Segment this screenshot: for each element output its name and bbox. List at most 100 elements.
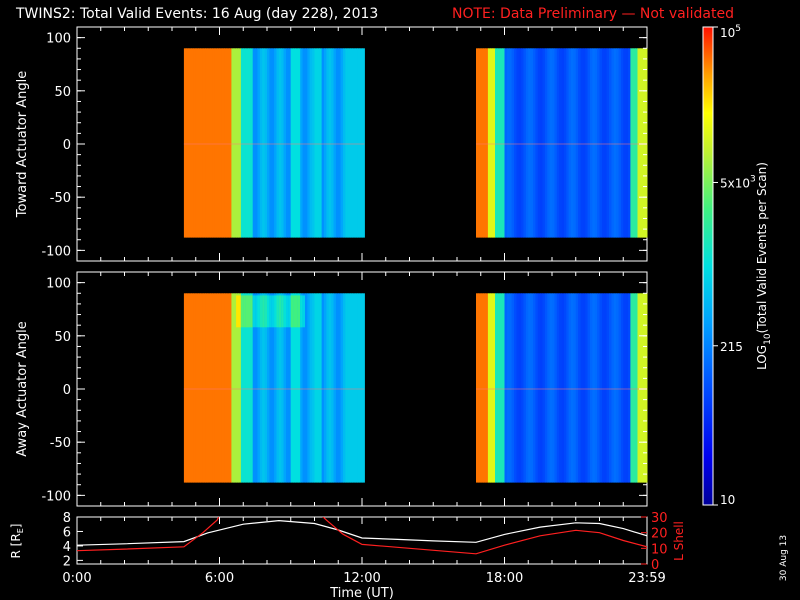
data-note: NOTE: Data Preliminary — Not validated bbox=[452, 6, 734, 22]
heatmap-column bbox=[518, 48, 522, 238]
heatmap-column bbox=[566, 48, 570, 238]
heatmap-column bbox=[635, 293, 638, 483]
heatmap-column bbox=[601, 293, 605, 483]
heatmap-column bbox=[212, 48, 216, 238]
heatmap-band bbox=[240, 295, 244, 328]
heatmap-band bbox=[295, 295, 299, 328]
heatmap-column bbox=[547, 48, 551, 238]
heatmap-band bbox=[274, 295, 277, 328]
heatmap-column bbox=[611, 48, 615, 238]
heatmap-band bbox=[259, 295, 263, 328]
heatmap-column bbox=[495, 293, 498, 483]
heatmap-column bbox=[262, 293, 266, 483]
heatmap-column bbox=[307, 293, 311, 483]
x-tick-label: 18:00 bbox=[486, 571, 523, 586]
heatmap-column bbox=[504, 293, 508, 483]
heatmap-column bbox=[480, 293, 484, 483]
heatmap-band bbox=[252, 295, 256, 328]
heatmap-column bbox=[236, 48, 239, 238]
heatmap-column bbox=[542, 293, 546, 483]
heatmap-column bbox=[592, 293, 596, 483]
heatmap-column bbox=[497, 48, 501, 238]
heatmap-column bbox=[262, 48, 266, 238]
heatmap-column bbox=[514, 48, 517, 238]
right-y-tick-label: 0 bbox=[651, 558, 659, 573]
heatmap-column bbox=[485, 293, 489, 483]
heatmap-column bbox=[613, 48, 617, 238]
top-panel-ticks: 100 50 0 -50 -100 bbox=[41, 27, 648, 261]
heatmap-column bbox=[205, 293, 209, 483]
heatmap-column bbox=[362, 48, 365, 238]
y-tick-label: 100 bbox=[46, 277, 71, 292]
heatmap-band bbox=[257, 295, 261, 328]
heatmap-column bbox=[478, 293, 482, 483]
heatmap-column bbox=[288, 293, 292, 483]
heatmap-column bbox=[637, 293, 641, 483]
heatmap-column bbox=[259, 48, 263, 238]
heatmap-column bbox=[563, 48, 567, 238]
heatmap-column bbox=[613, 293, 617, 483]
top-spectrogram-panel: 100 50 0 -50 -100 Toward Actuator Angle bbox=[15, 26, 648, 262]
heatmap-column bbox=[618, 48, 622, 238]
heatmap-column bbox=[540, 48, 543, 238]
heatmap-column bbox=[312, 293, 315, 483]
heatmap-column bbox=[302, 48, 306, 238]
heatmap-column bbox=[252, 48, 256, 238]
colorbar-label: LOG10(Total Valid Events per Scan) bbox=[755, 162, 773, 370]
heatmap-band bbox=[245, 295, 249, 328]
heatmap-column bbox=[573, 48, 577, 238]
heatmap-column bbox=[250, 293, 254, 483]
heatmap-column bbox=[554, 293, 558, 483]
heatmap-column bbox=[333, 48, 337, 238]
heatmap-column bbox=[210, 293, 213, 483]
heatmap-column bbox=[269, 48, 273, 238]
y-tick-label: 100 bbox=[46, 32, 71, 47]
heatmap-column bbox=[188, 48, 192, 238]
heatmap-column bbox=[623, 293, 627, 483]
heatmap-column bbox=[594, 293, 598, 483]
y-tick-label: -50 bbox=[50, 191, 71, 206]
middle-panel-data bbox=[183, 293, 648, 483]
heatmap-column bbox=[606, 48, 610, 238]
heatmap-column bbox=[580, 293, 584, 483]
heatmap-column bbox=[516, 48, 520, 238]
heatmap-column bbox=[267, 293, 270, 483]
heatmap-column bbox=[535, 48, 539, 238]
heatmap-column bbox=[257, 48, 261, 238]
heatmap-column bbox=[319, 293, 323, 483]
heatmap-column bbox=[229, 293, 232, 483]
middle-y-axis-label: Away Actuator Angle bbox=[15, 321, 30, 456]
heatmap-column bbox=[212, 293, 216, 483]
heatmap-column bbox=[257, 293, 261, 483]
heatmap-column bbox=[350, 48, 353, 238]
heatmap-column bbox=[274, 48, 277, 238]
heatmap-column bbox=[343, 48, 346, 238]
heatmap-column bbox=[552, 293, 555, 483]
heatmap-column bbox=[328, 48, 332, 238]
heatmap-band bbox=[255, 295, 258, 328]
heatmap-column bbox=[571, 48, 574, 238]
heatmap-column bbox=[269, 293, 273, 483]
heatmap-column bbox=[509, 48, 513, 238]
heatmap-column bbox=[357, 48, 361, 238]
heatmap-column bbox=[506, 48, 510, 238]
middle-panel-ticks: 100 50 0 -50 -100 bbox=[41, 272, 648, 506]
heatmap-column bbox=[326, 48, 330, 238]
heatmap-column bbox=[335, 293, 339, 483]
heatmap-column bbox=[630, 48, 634, 238]
heatmap-column bbox=[326, 293, 330, 483]
heatmap-column bbox=[240, 293, 244, 483]
heatmap-column bbox=[582, 48, 586, 238]
y-tick-label: 50 bbox=[54, 330, 71, 345]
heatmap-column bbox=[578, 293, 581, 483]
heatmap-column bbox=[511, 48, 515, 238]
heatmap-column bbox=[264, 293, 268, 483]
heatmap-column bbox=[290, 293, 294, 483]
heatmap-column bbox=[487, 48, 491, 238]
heatmap-column bbox=[575, 293, 579, 483]
heatmap-column bbox=[490, 293, 494, 483]
heatmap-column bbox=[544, 293, 548, 483]
heatmap-column bbox=[530, 293, 534, 483]
